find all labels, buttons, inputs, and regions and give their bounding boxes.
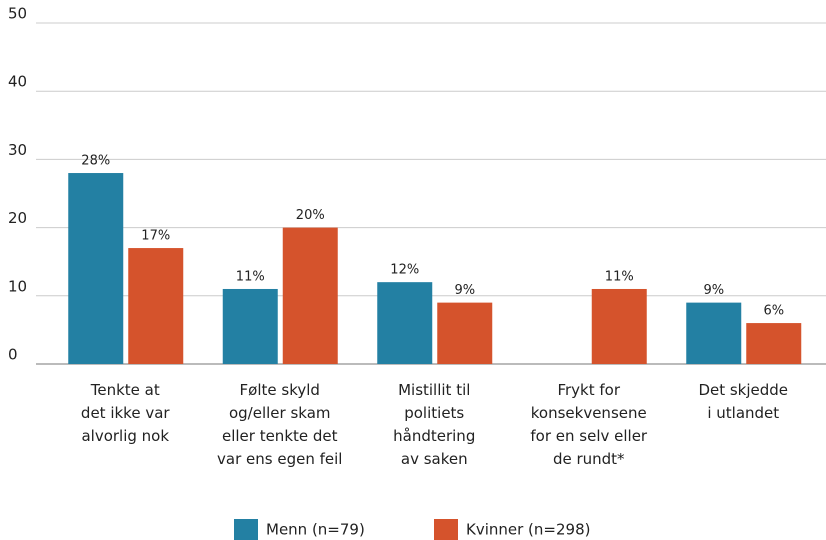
y-tick-label: 40 — [8, 73, 27, 91]
value-label: 9% — [703, 283, 724, 298]
bar — [282, 227, 338, 364]
bar — [437, 302, 493, 364]
bar — [746, 323, 802, 364]
y-tick-label: 50 — [8, 5, 27, 23]
bar — [128, 248, 184, 364]
legend-label: Menn (n=79) — [266, 521, 365, 539]
x-tick-label: Følte skyld og/eller skam eller tenkte det… — [217, 381, 342, 468]
bar — [591, 288, 647, 364]
legend-swatch — [434, 519, 458, 540]
y-tick-label: 10 — [8, 277, 27, 295]
value-label: 28% — [81, 154, 110, 169]
value-label: 6% — [763, 304, 784, 319]
x-tick-label: Frykt for konsekvensene for en selv eller d… — [530, 381, 648, 468]
value-label: 11% — [236, 269, 265, 284]
y-tick-label: 20 — [8, 209, 27, 227]
bar — [68, 173, 124, 364]
value-label: 11% — [605, 269, 634, 284]
x-tick-label: Det skjedde i utlandet — [698, 381, 788, 422]
legend-swatch — [234, 519, 258, 540]
y-tick-label: 30 — [8, 141, 27, 159]
legend-label: Kvinner (n=298) — [466, 521, 590, 539]
value-label: 17% — [141, 229, 170, 244]
bar — [377, 282, 433, 364]
y-tick-label: 0 — [8, 346, 18, 364]
bar — [686, 302, 742, 364]
bar — [222, 288, 278, 364]
value-label: 20% — [296, 208, 325, 223]
value-label: 12% — [390, 263, 419, 278]
x-tick-label: Mistillit til politiets håndtering av saken — [393, 381, 475, 468]
x-tick-label: Tenkte at det ikke var alvorlig nok — [81, 381, 170, 445]
value-label: 9% — [454, 283, 475, 298]
